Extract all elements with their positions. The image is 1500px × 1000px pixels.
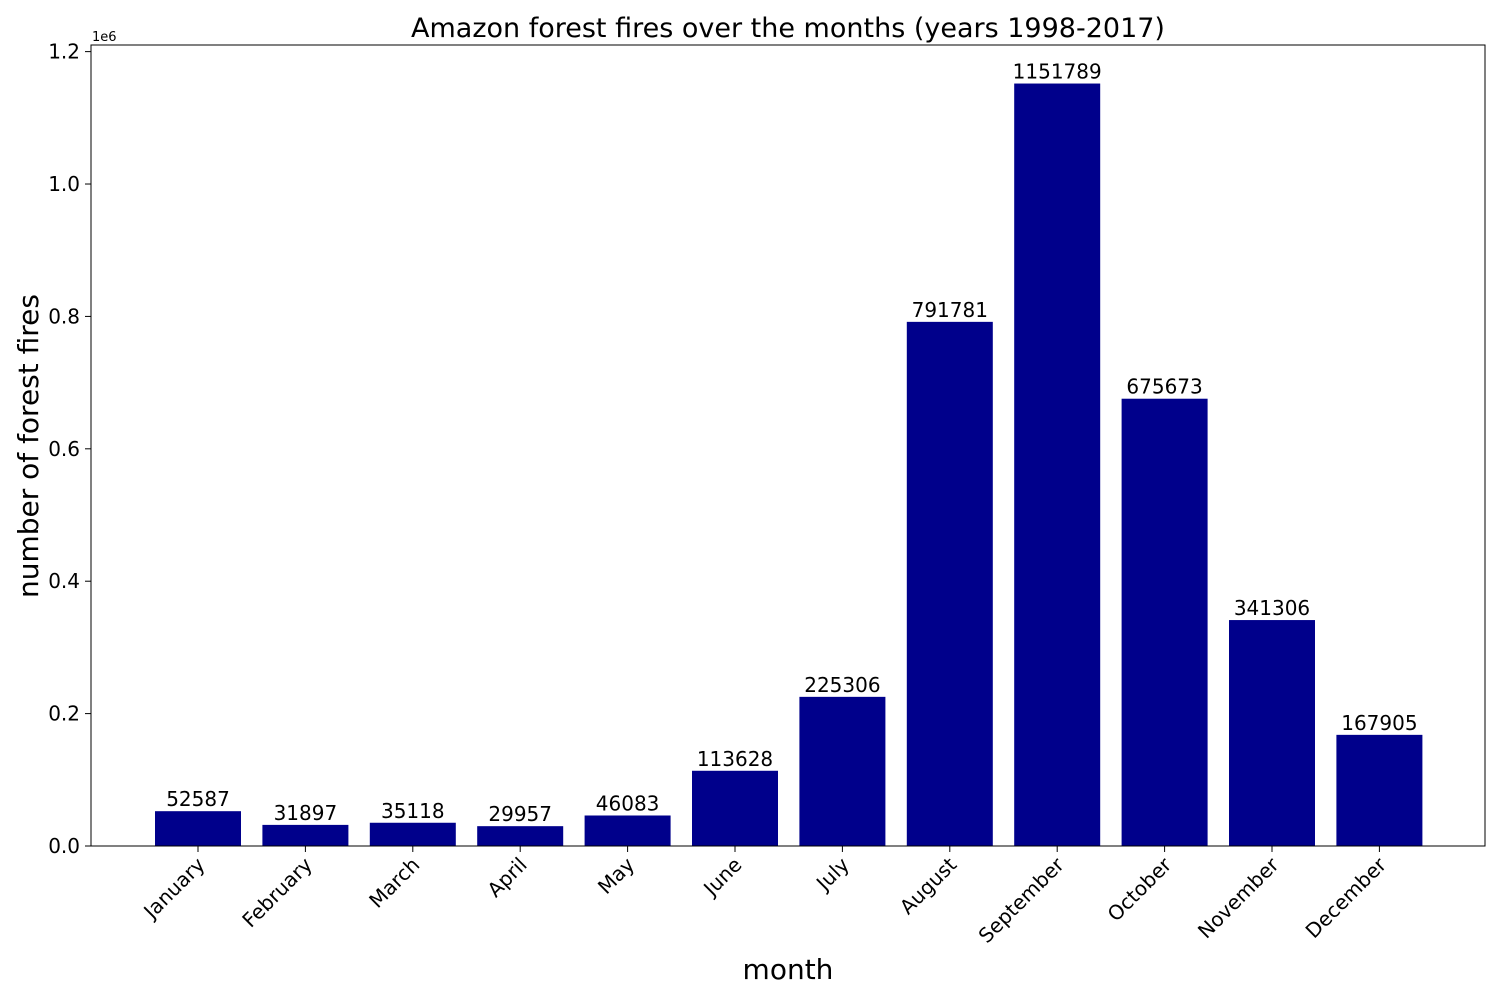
x-tick-label-april: April bbox=[482, 853, 531, 902]
y-axis-ticks: 0.0 0.2 0.4 0.6 0.8 1.0 1.2 bbox=[48, 40, 91, 858]
x-tick-label-january: January bbox=[138, 852, 210, 924]
bar-march bbox=[369, 822, 456, 846]
bar-october bbox=[1121, 398, 1208, 846]
y-tick-label: 1.0 bbox=[48, 172, 80, 196]
x-tick-label-march: March bbox=[364, 853, 424, 913]
x-tick-label-june: June bbox=[697, 853, 746, 902]
y-tick-label: 0.8 bbox=[48, 304, 80, 328]
x-tick-label-february: February bbox=[237, 852, 317, 932]
data-label-april: 29957 bbox=[488, 802, 552, 826]
x-tick-label-may: May bbox=[593, 852, 639, 898]
data-label-january: 52587 bbox=[166, 787, 230, 811]
data-label-august: 791781 bbox=[912, 298, 988, 322]
bar-november bbox=[1229, 620, 1315, 846]
x-tick-label-august: August bbox=[895, 852, 962, 919]
x-tick-label-december: December bbox=[1301, 852, 1392, 943]
x-tick-label-october: October bbox=[1103, 852, 1177, 926]
data-label-june: 113628 bbox=[697, 747, 773, 771]
y-axis-label: number of forest fires bbox=[12, 294, 45, 598]
x-axis-ticks: January February March April May June July Augu… bbox=[138, 846, 1392, 948]
bar-january bbox=[155, 811, 241, 846]
bar-september bbox=[1014, 83, 1101, 846]
bar-february bbox=[262, 824, 349, 846]
y-tick-label: 0.0 bbox=[48, 834, 80, 858]
bar-august bbox=[906, 321, 993, 846]
y-axis-offset-label: 1e6 bbox=[92, 30, 117, 45]
x-axis-label: month bbox=[743, 953, 834, 986]
data-label-february: 31897 bbox=[274, 801, 338, 825]
data-label-october: 675673 bbox=[1126, 375, 1202, 399]
x-tick-label-november: November bbox=[1193, 852, 1284, 943]
bar-december bbox=[1336, 734, 1423, 846]
x-tick-label-september: September bbox=[974, 852, 1070, 948]
bar-july bbox=[799, 696, 886, 846]
bars-group bbox=[155, 83, 1423, 846]
data-labels-group: 52587 31897 35118 29957 46083 113628 225306 791… bbox=[166, 60, 1417, 827]
plot-frame bbox=[90, 44, 1486, 847]
data-label-july: 225306 bbox=[804, 673, 880, 697]
y-tick-label: 0.6 bbox=[48, 437, 80, 461]
data-label-march: 35118 bbox=[381, 799, 445, 823]
data-label-september: 1151789 bbox=[1013, 60, 1102, 84]
bar-april bbox=[477, 826, 564, 846]
x-tick-label-july: July bbox=[810, 852, 854, 896]
data-label-december: 167905 bbox=[1341, 711, 1417, 735]
y-tick-label: 1.2 bbox=[48, 40, 80, 64]
chart-title: Amazon forest fires over the months (yea… bbox=[411, 13, 1165, 44]
y-tick-label: 0.2 bbox=[48, 702, 80, 726]
bar-may bbox=[584, 815, 671, 846]
data-label-may: 46083 bbox=[596, 791, 660, 815]
data-label-november: 341306 bbox=[1234, 596, 1310, 620]
bar-june bbox=[692, 770, 778, 846]
y-tick-label: 0.4 bbox=[48, 569, 80, 593]
